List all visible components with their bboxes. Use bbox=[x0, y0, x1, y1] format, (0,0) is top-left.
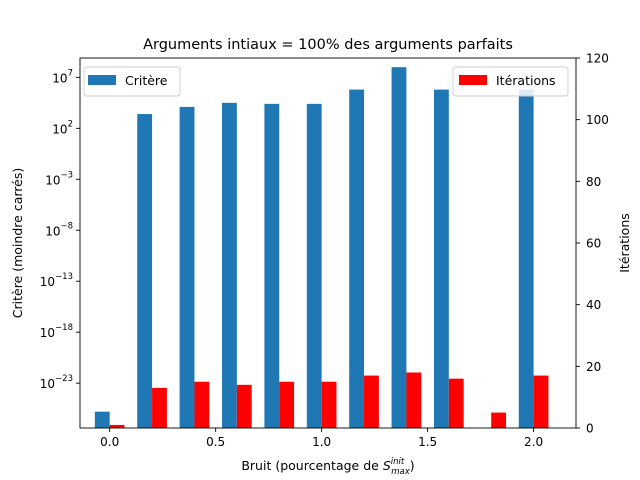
left-tick-label: 102 bbox=[52, 119, 73, 136]
critere-bar bbox=[518, 89, 534, 429]
x-axis-label-sup: init bbox=[391, 457, 405, 467]
critere-bar bbox=[433, 89, 449, 429]
right-tick-label: 120 bbox=[586, 52, 609, 66]
right-tick-label: 40 bbox=[586, 298, 601, 312]
left-tick-label: 10−8 bbox=[45, 221, 73, 238]
x-tick-label: 1.5 bbox=[418, 435, 437, 449]
left-tick-label: 10−18 bbox=[40, 323, 73, 340]
plot-frame bbox=[79, 57, 577, 429]
right-tick-label: 20 bbox=[586, 360, 601, 374]
chart-title: Arguments intiaux = 100% des arguments p… bbox=[143, 37, 513, 53]
x-tick-label: 2.0 bbox=[524, 435, 543, 449]
critere-bar bbox=[94, 411, 110, 428]
legend-critere-swatch bbox=[88, 75, 116, 85]
left-tick-label: 10−13 bbox=[40, 272, 73, 289]
iterations-bar bbox=[406, 372, 422, 428]
critere-bar bbox=[391, 67, 407, 428]
critere-bar bbox=[306, 103, 322, 428]
iterations-bar bbox=[152, 387, 167, 428]
critere-bar bbox=[264, 103, 280, 428]
iterations-bar bbox=[533, 375, 549, 428]
iterations-bar bbox=[236, 384, 252, 428]
x-axis-label-math: S bbox=[383, 458, 391, 473]
iterations-bar bbox=[364, 375, 379, 428]
left-tick-label: 10−23 bbox=[40, 374, 73, 391]
x-tick-label: 0.0 bbox=[100, 435, 119, 449]
left-axis-ticks: 107 102 10−3 10−8 10−13 10−18 10−23 bbox=[40, 68, 80, 391]
legend-iterations: Itérations bbox=[452, 66, 569, 97]
left-tick-label: 10−3 bbox=[45, 170, 73, 187]
x-tick-label: 1.0 bbox=[312, 435, 331, 449]
right-tick-label: 80 bbox=[586, 175, 601, 189]
right-tick-label: 100 bbox=[586, 113, 609, 127]
critere-bar bbox=[179, 106, 195, 428]
right-axis-label: Itérations bbox=[617, 213, 632, 273]
left-axis-label: Critère (moindre carrés) bbox=[10, 168, 25, 318]
legend-iterations-label: Itérations bbox=[496, 73, 556, 88]
x-axis-label-end: ) bbox=[410, 458, 415, 473]
x-axis-label-sub: max bbox=[391, 467, 410, 477]
legend-iterations-swatch bbox=[459, 75, 487, 85]
iterations-bar bbox=[491, 412, 507, 428]
critere-bar bbox=[137, 114, 153, 428]
iterations-bar bbox=[109, 424, 125, 428]
iterations-bar bbox=[279, 381, 295, 428]
critere-bars bbox=[94, 67, 534, 429]
right-tick-label: 0 bbox=[586, 422, 594, 436]
iterations-bar bbox=[321, 381, 337, 428]
critere-bar bbox=[349, 89, 365, 429]
legend-critere-label: Critère bbox=[125, 73, 168, 88]
x-axis-label: Bruit (pourcentage de Sinit max) bbox=[241, 457, 414, 477]
critere-bar bbox=[222, 102, 237, 429]
iterations-bar bbox=[448, 378, 464, 428]
right-tick-label: 60 bbox=[586, 237, 601, 251]
iterations-bars bbox=[109, 372, 549, 428]
right-axis-ticks: 0 20 40 60 80 100 120 bbox=[576, 52, 609, 436]
x-axis-ticks: 0.0 0.5 1.0 1.5 2.0 bbox=[100, 428, 543, 449]
left-tick-label: 107 bbox=[52, 68, 73, 85]
iterations-bar bbox=[194, 381, 210, 428]
legend-critere: Critère bbox=[83, 66, 181, 97]
x-tick-label: 0.5 bbox=[206, 435, 225, 449]
